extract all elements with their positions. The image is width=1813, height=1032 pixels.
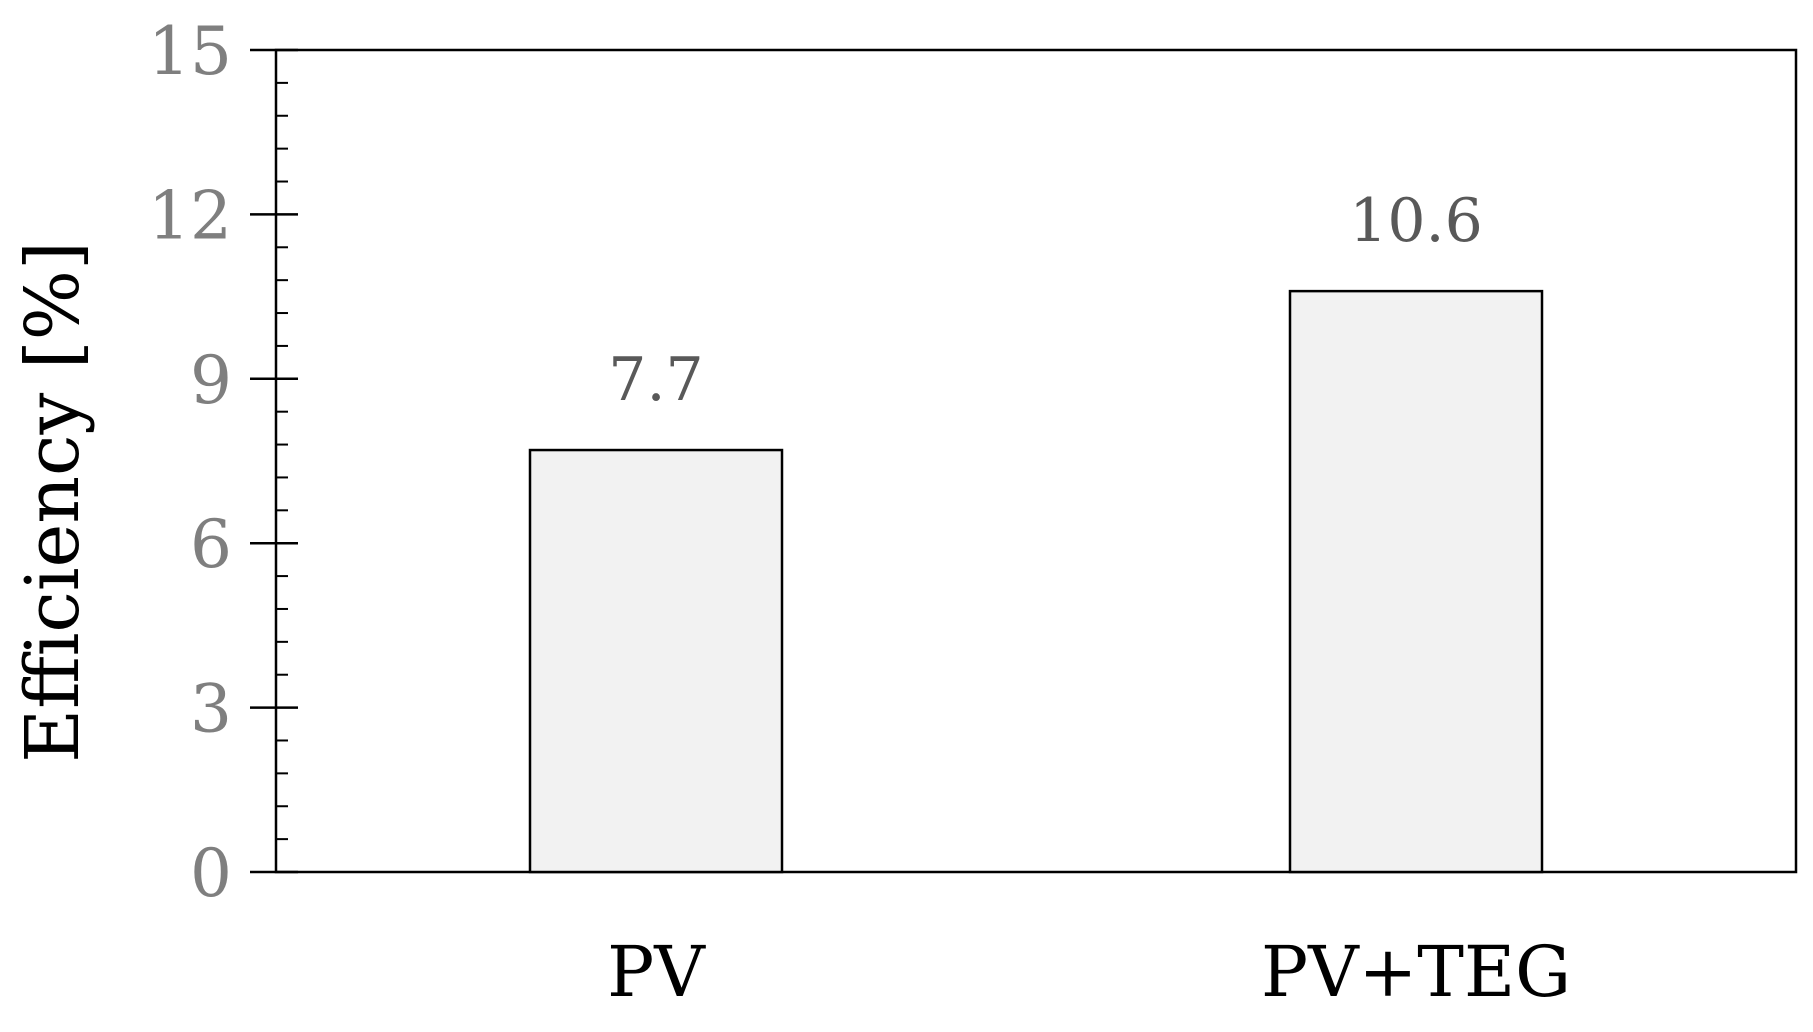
- y-ticks-layer: 0 3 6 9 12 15: [148, 13, 298, 912]
- y-tick-label: 3: [190, 671, 232, 748]
- y-axis-label: Efficiency [%]: [10, 241, 96, 763]
- x-category-label: PV+TEG: [1261, 931, 1571, 1013]
- y-tick-label: 6: [190, 506, 232, 583]
- labels-layer: 7.7 PV 10.6 PV+TEG: [607, 186, 1571, 1013]
- data-label: 7.7: [608, 345, 703, 415]
- y-tick-label: 12: [148, 177, 232, 254]
- data-label: 10.6: [1349, 186, 1483, 256]
- bars-layer: [528, 289, 1544, 874]
- y-tick-label: 15: [148, 13, 232, 90]
- bar-pv: [528, 448, 784, 874]
- y-tick-label: 9: [190, 342, 232, 419]
- plot-frame: [274, 48, 1798, 874]
- plot-frame-layer: [274, 48, 1798, 874]
- x-category-label: PV: [607, 931, 706, 1013]
- bar-pv-teg: [1288, 289, 1544, 874]
- y-tick-label: 0: [190, 835, 232, 912]
